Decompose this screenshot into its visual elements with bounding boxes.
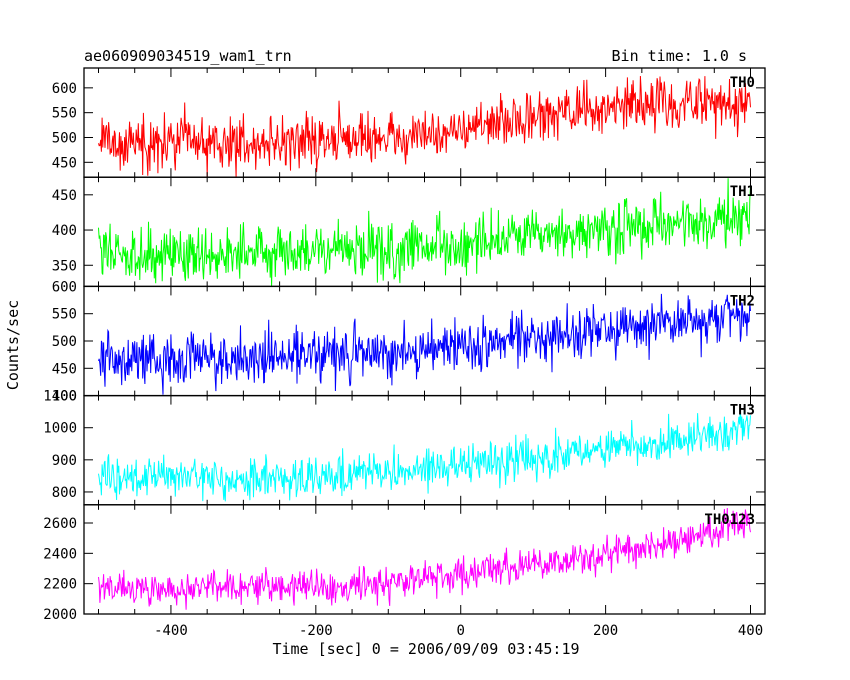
- x-axis: -400 -200 0 200 400: [154, 623, 763, 639]
- figure-title: ae060909034519_wam1_trn: [84, 47, 292, 65]
- series-line-th0: [98, 75, 751, 178]
- y-tick-label: 400: [52, 223, 77, 239]
- panel-frame: [83, 504, 766, 615]
- y-tick-label: 1100: [43, 389, 77, 405]
- panel-th2: 400 450 500 550 600 TH2: [52, 279, 766, 405]
- series-line-th2: [98, 293, 751, 395]
- y-tick-label: 600: [52, 279, 77, 295]
- series-line-th1: [98, 178, 751, 287]
- x-tick-label: 200: [593, 623, 618, 639]
- y-tick-label: 900: [52, 453, 77, 469]
- y-tick-label: 450: [52, 188, 77, 204]
- panel-label: TH3: [730, 403, 755, 419]
- y-tick-label: 400: [52, 389, 77, 405]
- panel-th0: 450 500 550 600 TH0: [52, 67, 766, 178]
- panel-label: TH0123: [704, 512, 755, 528]
- y-tick-label: 600: [52, 81, 77, 97]
- panel-frame: [83, 394, 766, 506]
- panels-layer: 450 500 550 600 TH0 350 400 450 TH1 400 450 500 550 6…: [43, 67, 766, 623]
- x-axis-title: Time [sec] 0 = 2006/09/09 03:45:19: [272, 640, 579, 658]
- panel-label: TH2: [730, 293, 755, 309]
- y-tick-label: 550: [52, 106, 77, 122]
- y-tick-label: 2600: [43, 516, 77, 532]
- y-tick-label: 2200: [43, 577, 77, 593]
- panel-label: TH0: [730, 75, 755, 91]
- panel-label: TH1: [730, 184, 755, 200]
- y-tick-label: 450: [52, 155, 77, 171]
- y-tick-label: 450: [52, 361, 77, 377]
- y-tick-label: 350: [52, 258, 77, 274]
- y-tick-label: 2400: [43, 546, 77, 562]
- series-line-th3: [98, 409, 751, 502]
- x-tick-label: -200: [299, 623, 333, 639]
- panel-th1: 350 400 450 TH1: [52, 176, 766, 288]
- y-axis-title: Counts/sec: [4, 300, 22, 390]
- y-tick-label: 800: [52, 485, 77, 501]
- x-tick-label: 0: [457, 623, 465, 639]
- panel-th0123: 2000 2200 2400 2600 TH0123: [43, 504, 766, 623]
- series-line-th0123: [98, 507, 751, 610]
- x-tick-label: -400: [154, 623, 188, 639]
- bin-time-label: Bin time: 1.0 s: [612, 47, 747, 65]
- y-tick-label: 500: [52, 130, 77, 146]
- panel-th3: 800 900 1000 1100 TH3: [43, 389, 766, 506]
- y-tick-label: 2000: [43, 607, 77, 623]
- y-tick-label: 500: [52, 334, 77, 350]
- y-tick-label: 550: [52, 307, 77, 323]
- panel-frame: [83, 285, 766, 397]
- y-tick-label: 1000: [43, 421, 77, 437]
- x-tick-label: 400: [738, 623, 763, 639]
